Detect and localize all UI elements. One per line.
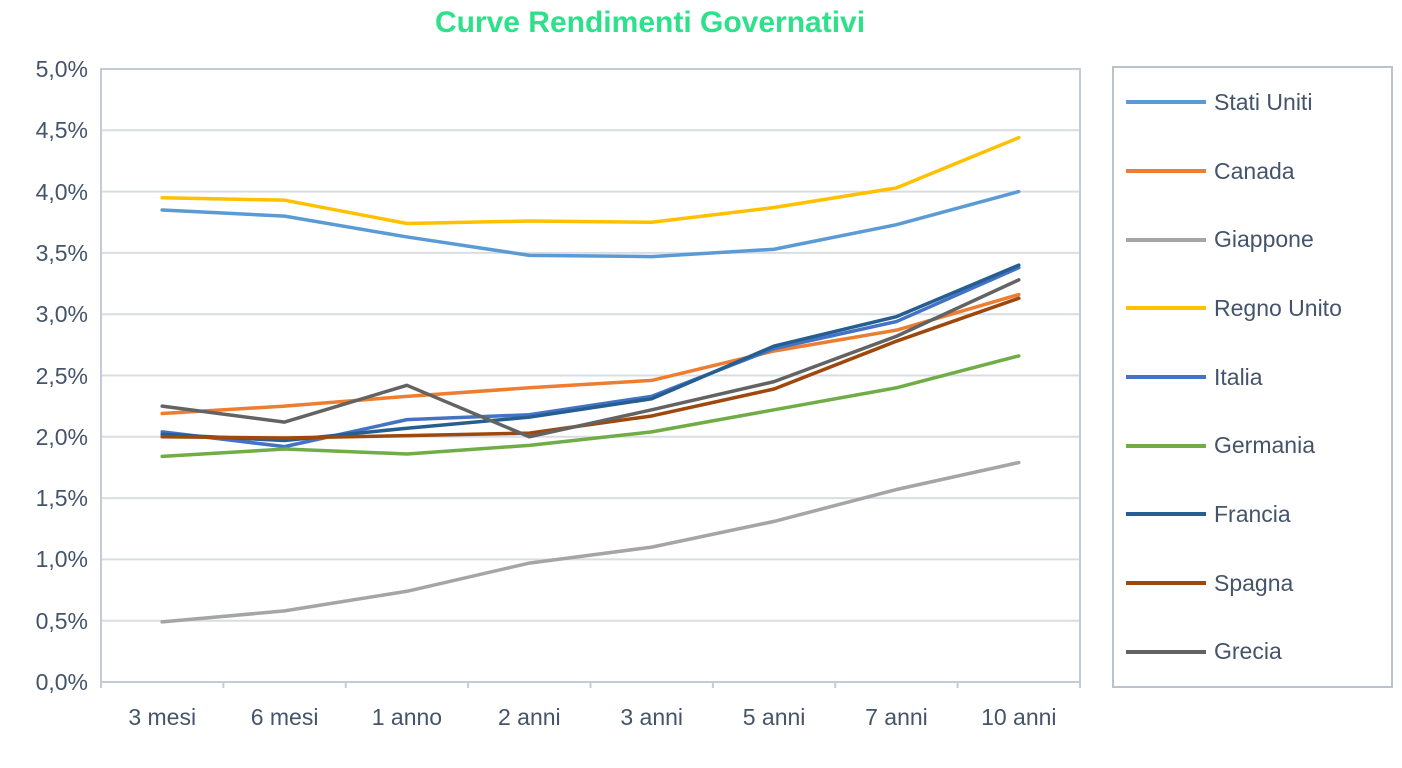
legend-swatch — [1126, 306, 1206, 311]
series-line-giappone — [160, 460, 1021, 624]
y-axis-label: 2,0% — [35, 423, 88, 450]
legend-swatch — [1126, 237, 1206, 242]
y-axis-label: 4,5% — [35, 117, 88, 144]
y-axis-label: 0,5% — [35, 607, 88, 634]
y-axis-label: 0,0% — [35, 669, 88, 695]
legend-label: Regno Unito — [1214, 294, 1342, 321]
x-axis-label: 3 mesi — [128, 704, 197, 730]
y-axis-label: 4,0% — [35, 178, 88, 205]
x-axis-label: 5 anni — [742, 704, 806, 730]
legend-label: Grecia — [1214, 638, 1282, 665]
legend-label: Spagna — [1214, 569, 1294, 596]
legend-swatch — [1126, 512, 1206, 517]
y-axis-label: 3,0% — [35, 301, 88, 328]
series-line-grecia — [160, 278, 1021, 439]
chart-title: Curve Rendimenti Governativi — [434, 6, 866, 39]
legend-swatch — [1126, 443, 1206, 448]
series-line-germania — [160, 354, 1021, 459]
y-axis-label: 1,5% — [35, 485, 88, 512]
y-axis-label: 2,5% — [35, 362, 88, 389]
series-line-francia — [160, 263, 1021, 443]
x-axis-label: 10 anni — [981, 704, 1057, 730]
legend-swatch — [1126, 649, 1206, 654]
series-line-regno-unito — [160, 135, 1021, 226]
legend-swatch — [1126, 375, 1206, 379]
x-axis-label: 1 anno — [371, 704, 443, 730]
series-line-italia — [160, 265, 1021, 449]
legend-box: Stati Uniti Canada Giappone Regno Unito Ital… — [1112, 66, 1393, 688]
y-axis-label: 1,0% — [35, 546, 88, 573]
legend-swatch — [1126, 169, 1206, 173]
legend-label: Germania — [1214, 432, 1315, 459]
x-axis-label: 6 mesi — [250, 704, 319, 730]
legend-label: Stati Uniti — [1214, 88, 1313, 115]
legend-label: Italia — [1214, 363, 1263, 390]
legend-label: Francia — [1214, 500, 1291, 527]
legend-label: Canada — [1214, 157, 1295, 184]
legend-label: Giappone — [1214, 226, 1314, 253]
y-axis-label: 3,5% — [35, 239, 88, 266]
legend-swatch — [1126, 100, 1206, 105]
series-line-stati-uniti — [160, 189, 1021, 259]
x-axis-label: 2 anni — [497, 704, 561, 730]
legend-swatch — [1126, 581, 1206, 585]
y-axis-label: 5,0% — [35, 56, 88, 82]
x-axis-label: 7 anni — [865, 704, 928, 730]
x-axis-label: 3 anni — [620, 704, 684, 730]
series-line-canada — [160, 292, 1021, 416]
